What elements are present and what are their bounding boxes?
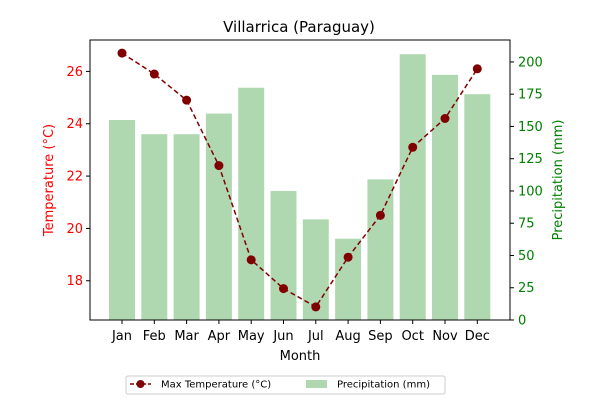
left-tick-label: 24 (66, 117, 83, 132)
temperature-point-feb (149, 69, 159, 79)
left-tick-label: 26 (66, 65, 83, 80)
legend-line-label: Max Temperature (°C) (161, 380, 271, 391)
x-tick-label: May (238, 329, 265, 344)
x-tick-label: Nov (432, 329, 458, 344)
legend-bar-label: Precipitation (mm) (337, 380, 430, 391)
temperature-point-jun (279, 284, 288, 294)
x-tick-label: Jun (272, 329, 293, 344)
temperature-point-jan (117, 48, 127, 58)
precip-bar-apr (205, 113, 232, 320)
right-tick-label: 0 (518, 314, 526, 329)
temperature-point-apr (214, 161, 224, 171)
x-tick-label: Apr (208, 329, 231, 344)
right-axis-label: Precipitation (mm) (551, 120, 566, 241)
precip-bar-oct (399, 54, 426, 321)
right-tick-label: 25 (518, 281, 535, 296)
legend: Max Temperature (°C) Precipitation (mm) (125, 375, 446, 395)
left-tick-label: 20 (66, 222, 83, 237)
right-axis-ticks: 0 25 50 75 100 125 150 175 200 (510, 55, 543, 329)
precip-bar-aug (335, 238, 362, 320)
x-tick-label: Jul (307, 329, 324, 344)
right-tick-label: 150 (518, 120, 543, 135)
temperature-point-nov (440, 114, 450, 124)
precip-bar-jan (109, 120, 135, 320)
x-tick-label: Sep (368, 329, 393, 344)
precip-bar-dec (464, 94, 491, 321)
x-tick-label: Dec (465, 329, 490, 344)
temperature-line (121, 52, 478, 308)
left-tick-label: 18 (66, 274, 83, 289)
precip-bar-mar (173, 134, 200, 320)
temperature-point-mar (182, 95, 192, 105)
x-tick-label: Aug (335, 329, 360, 344)
legend-line-marker (136, 380, 145, 388)
x-tick-label: Mar (174, 329, 199, 344)
precip-bar-sep (367, 179, 394, 320)
temperature-point-sep (375, 210, 385, 220)
temperature-point-jul (311, 302, 321, 312)
x-axis-label: Month (280, 349, 321, 364)
right-tick-label: 75 (518, 217, 535, 232)
x-tick-label: Oct (401, 329, 423, 344)
temperature-point-aug (343, 252, 353, 262)
temperature-point-dec (472, 64, 482, 74)
left-axis-ticks: 18 20 22 24 26 (66, 65, 90, 289)
left-tick-label: 22 (66, 170, 83, 185)
temperature-point-oct (408, 142, 418, 152)
left-axis-label: Temperature (°C) (42, 124, 57, 237)
precip-bar-feb (141, 134, 168, 320)
plot-frame (89, 39, 511, 321)
right-tick-label: 100 (518, 184, 543, 199)
precip-bar-may (238, 87, 265, 320)
legend-frame (125, 375, 446, 395)
precip-bar-jun (270, 190, 297, 320)
right-tick-label: 175 (518, 88, 543, 103)
chart-title: Villarrica (Paraguay) (223, 18, 375, 36)
precip-bar-nov (432, 74, 458, 320)
legend-bar-swatch (306, 380, 327, 388)
precipitation-bars (109, 54, 491, 321)
x-axis-ticks: Jan Feb Mar Apr May Jun Jul Aug Sep Oct Nov Dec (111, 320, 490, 344)
right-tick-label: 125 (518, 152, 543, 167)
right-tick-label: 200 (518, 55, 543, 70)
right-tick-label: 50 (518, 249, 535, 264)
x-tick-label: Feb (143, 329, 166, 344)
x-tick-label: Jan (111, 329, 132, 344)
temperature-line-layer (117, 48, 482, 312)
temperature-point-may (246, 255, 256, 265)
